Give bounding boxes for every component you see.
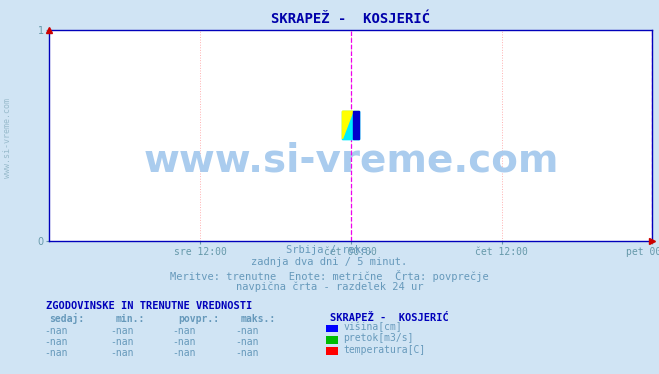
Polygon shape: [343, 111, 353, 139]
Text: sedaj:: sedaj:: [49, 313, 84, 324]
Text: SKRAPEŽ -  KOSJERIĆ: SKRAPEŽ - KOSJERIĆ: [330, 313, 448, 323]
Text: -nan: -nan: [110, 348, 134, 358]
Text: povpr.:: povpr.:: [178, 314, 219, 324]
Text: -nan: -nan: [173, 348, 196, 358]
Text: -nan: -nan: [110, 326, 134, 335]
Text: višina[cm]: višina[cm]: [343, 322, 402, 332]
Text: -nan: -nan: [110, 337, 134, 347]
Text: -nan: -nan: [235, 348, 259, 358]
Text: www.si-vreme.com: www.si-vreme.com: [3, 98, 13, 178]
Text: -nan: -nan: [44, 337, 68, 347]
Text: pretok[m3/s]: pretok[m3/s]: [343, 333, 414, 343]
Text: -nan: -nan: [173, 326, 196, 335]
Text: temperatura[C]: temperatura[C]: [343, 344, 426, 355]
Text: Srbija / reke.: Srbija / reke.: [286, 245, 373, 255]
Text: zadnja dva dni / 5 minut.: zadnja dva dni / 5 minut.: [251, 257, 408, 267]
Text: -nan: -nan: [173, 337, 196, 347]
Text: ZGODOVINSKE IN TRENUTNE VREDNOSTI: ZGODOVINSKE IN TRENUTNE VREDNOSTI: [46, 301, 252, 310]
Text: Meritve: trenutne  Enote: metrične  Črta: povprečje: Meritve: trenutne Enote: metrične Črta: …: [170, 270, 489, 282]
Text: min.:: min.:: [115, 314, 145, 324]
Text: www.si-vreme.com: www.si-vreme.com: [143, 142, 559, 180]
Text: -nan: -nan: [235, 337, 259, 347]
Polygon shape: [343, 111, 359, 139]
Title: SKRAPEŽ -  KOSJERIĆ: SKRAPEŽ - KOSJERIĆ: [272, 12, 430, 26]
Text: -nan: -nan: [44, 348, 68, 358]
Text: -nan: -nan: [44, 326, 68, 335]
Polygon shape: [343, 111, 359, 139]
Text: navpična črta - razdelek 24 ur: navpična črta - razdelek 24 ur: [236, 282, 423, 292]
Bar: [343, 111, 359, 139]
Bar: [353, 111, 359, 139]
Text: -nan: -nan: [235, 326, 259, 335]
Text: maks.:: maks.:: [241, 314, 275, 324]
